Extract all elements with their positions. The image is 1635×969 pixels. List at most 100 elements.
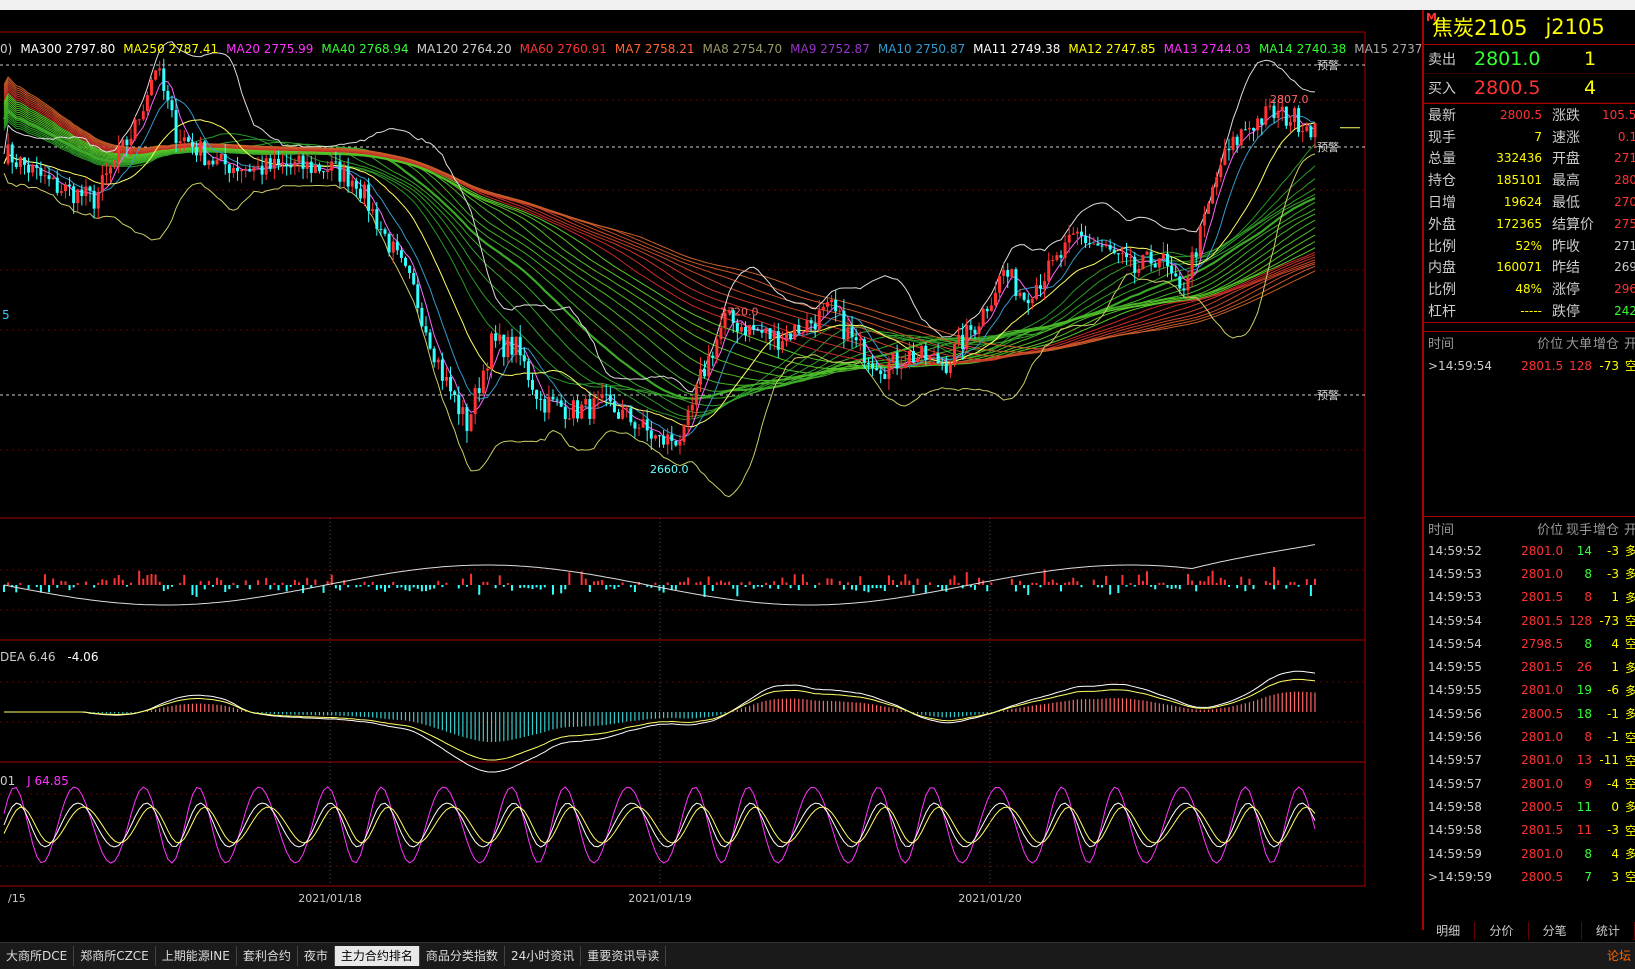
forum-link[interactable]: 论坛 — [1606, 949, 1631, 963]
sidebar-tab[interactable]: 分价 — [1475, 922, 1529, 940]
tick-row[interactable]: 14:59:58 2801.5 11 -3 空 — [1424, 819, 1635, 842]
ma-legend-item: MA60 2760.91 — [519, 42, 607, 56]
tick-direction: 多 — [1625, 567, 1635, 582]
bottom-tab[interactable]: 商品分类指数 — [420, 946, 505, 966]
volume-bar — [1125, 585, 1128, 587]
candle-body — [641, 419, 645, 428]
tick-row[interactable]: 14:59:59 2801.0 8 4 多 — [1424, 842, 1635, 865]
volume-bar — [879, 585, 882, 589]
volume-bar — [859, 576, 862, 585]
candle-body — [92, 190, 96, 209]
candle-body — [317, 165, 321, 172]
candle-body — [1014, 269, 1018, 296]
volume-bar — [855, 585, 858, 591]
candle-body — [264, 158, 268, 175]
bottom-tab[interactable]: 重要资讯导读 — [581, 946, 667, 966]
tick-row[interactable]: 14:59:54 2798.5 8 4 空 — [1424, 632, 1635, 655]
volume-bar — [429, 585, 432, 590]
big-order-row[interactable]: >14:59:54 2801.5 128 -73 空 — [1424, 354, 1635, 377]
kdj-j-value: J 64.85 — [27, 774, 69, 788]
tick-row[interactable]: 14:59:56 2801.0 8 -1 空 — [1424, 725, 1635, 748]
tick-row[interactable]: 14:59:57 2801.0 9 -4 空 — [1424, 772, 1635, 795]
candle-body — [1059, 255, 1063, 258]
volume-bar — [408, 585, 411, 592]
ask-row[interactable]: 卖出 2801.0 1 — [1424, 45, 1635, 74]
volume-bar — [330, 574, 333, 585]
tick-row[interactable]: 14:59:54 2801.5 128 -73 空 — [1424, 609, 1635, 632]
tick-row[interactable]: >14:59:59 2800.5 7 3 空 — [1424, 865, 1635, 888]
volume-bar — [1023, 585, 1026, 589]
bottom-tab[interactable]: 郑商所CZCE — [74, 946, 156, 966]
tick-list[interactable]: 14:59:52 2801.0 14 -3 多 14:59:53 2801.0 8 -3 多 14:… — [1424, 539, 1635, 888]
candle-body — [231, 167, 235, 174]
volume-bar — [1150, 585, 1153, 587]
candle-body — [1272, 105, 1276, 119]
candle-body — [354, 180, 358, 189]
tick-row[interactable]: 14:59:55 2801.5 26 1 多 — [1424, 655, 1635, 678]
candle-body — [125, 139, 129, 146]
candle-body — [1186, 277, 1190, 291]
tick-row[interactable]: 14:59:53 2801.0 8 -3 多 — [1424, 562, 1635, 585]
candle-body — [670, 434, 674, 441]
volume-bar — [248, 585, 251, 590]
sidebar-tab[interactable]: 分笔 — [1529, 922, 1582, 940]
quote-label: 最新 — [1428, 107, 1456, 124]
candle-body — [80, 189, 84, 197]
ma-legend-item: 0) — [0, 42, 13, 56]
tick-volume: 128 — [1569, 613, 1592, 628]
candle-body — [535, 389, 539, 399]
candle-body — [916, 357, 920, 363]
sidebar-tab[interactable]: 统计 — [1582, 922, 1635, 940]
candle-body — [604, 394, 608, 396]
chart-area[interactable]: 预警 预警 预警 2807.0 2720.0 2660.0/15 2021/01/18 202… — [0, 10, 1442, 930]
bottom-tab[interactable]: 主力合约排名 — [334, 946, 420, 966]
volume-bar — [928, 582, 931, 585]
candle-body — [1231, 136, 1235, 151]
candle-body — [871, 363, 875, 368]
ma-ribbon-line — [3, 82, 1316, 360]
candle-body — [1129, 256, 1133, 258]
candle-body — [674, 440, 678, 446]
tick-row[interactable]: 14:59:55 2801.0 19 -6 多 — [1424, 679, 1635, 702]
bottom-tab[interactable]: 上期能源INE — [156, 946, 237, 966]
tick-row[interactable]: 14:59:57 2801.0 13 -11 空 — [1424, 749, 1635, 772]
bottom-tab[interactable]: 夜市 — [298, 946, 335, 966]
ma-ribbon-line — [3, 120, 1316, 421]
tick-row[interactable]: 14:59:52 2801.0 14 -3 多 — [1424, 539, 1635, 562]
volume-bar — [777, 585, 780, 589]
volume-bar — [1215, 582, 1218, 585]
bottom-tab[interactable]: 大商所DCE — [0, 946, 75, 966]
bottom-tab[interactable]: 套利合约 — [237, 946, 298, 966]
warning-label: 预警 — [1317, 388, 1339, 402]
tick-row[interactable]: 14:59:53 2801.5 8 1 多 — [1424, 586, 1635, 609]
x-axis-label: 2021/01/18 — [298, 892, 361, 905]
tick-row[interactable]: 14:59:56 2800.5 18 -1 多 — [1424, 702, 1635, 725]
volume-bar — [138, 570, 141, 585]
bid-row[interactable]: 买入 2800.5 4 — [1424, 74, 1635, 103]
volume-bar — [826, 578, 829, 585]
volume-bar — [273, 582, 276, 585]
candle-body — [395, 241, 399, 251]
quote-row: 比例 48% 涨停 296 — [1424, 278, 1635, 300]
candle-body — [182, 137, 186, 142]
candle-body — [1174, 273, 1178, 277]
volume-bar — [84, 581, 87, 585]
volume-bar — [973, 585, 976, 590]
bottom-tab-bar: 大商所DCE 郑商所CZCE 上期能源INE 套利合约 夜市 主力合约排名 商品分类指数 24… — [0, 942, 1635, 969]
candle-body — [104, 173, 108, 176]
bottom-tab[interactable]: 24小时资讯 — [505, 946, 582, 966]
volume-bar — [875, 585, 878, 589]
tick-oichange: 1 — [1611, 660, 1619, 675]
candle-body — [141, 111, 145, 120]
volume-bar — [35, 585, 38, 588]
tick-time: 14:59:54 — [1428, 613, 1482, 628]
tick-row[interactable]: 14:59:58 2800.5 11 0 多 — [1424, 795, 1635, 818]
volume-bar — [244, 580, 247, 585]
tick-volume: 14 — [1576, 543, 1592, 558]
candle-body — [252, 167, 256, 172]
candle-body — [88, 186, 92, 191]
sidebar-tab[interactable]: 明细 — [1422, 922, 1476, 940]
tick-oichange: 1 — [1611, 590, 1619, 605]
tick-volume: 19 — [1576, 683, 1592, 698]
